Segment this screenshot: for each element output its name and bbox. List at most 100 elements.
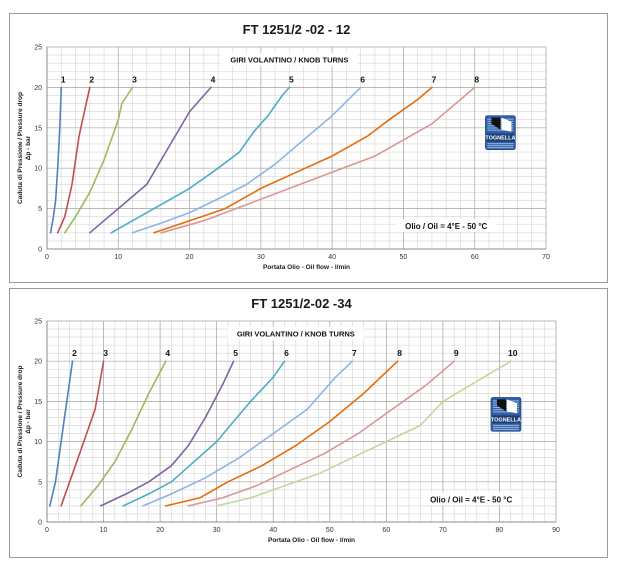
chart-title: FT 1251/2 -02 - 12 [243,22,351,37]
series-line-5 [99,360,235,507]
logo-text: TOGNELLA [485,136,515,142]
x-tick-label: 50 [326,527,334,534]
series-label-5: 5 [289,74,294,84]
y-tick-label: 25 [34,319,42,326]
x-tick-label: 40 [269,527,277,534]
legend-title-background [221,52,358,66]
oil-note: Olio / Oil = 4°E - 50 °C [405,222,487,231]
legend-title: GIRI VOLANTINO / KNOB TURNS [230,56,348,65]
logo-text-band [491,415,520,424]
x-tick-label: 0 [45,527,49,534]
y-tick-label: 25 [34,45,42,52]
series-label-6: 6 [360,74,365,84]
y-tick-label: 0 [38,520,42,527]
logo-stripe [492,424,519,426]
x-tick-label: 10 [100,527,108,534]
x-axis-title: Portata Olio - Oil flow - l/min [268,537,355,544]
x-tick-label: 70 [439,527,447,534]
series-label-4: 4 [165,348,170,358]
y-tick-label: 20 [34,359,42,366]
note-background [396,219,497,233]
series-label-8: 8 [397,348,402,358]
x-tick-label: 90 [552,527,560,534]
series-line-1 [49,86,63,234]
logo-stripe [492,426,519,428]
series-label-1: 1 [61,74,66,84]
series-label-3: 3 [132,74,137,84]
series-label-7: 7 [432,74,437,84]
x-tick-label: 30 [213,527,221,534]
x-tick-label: 10 [114,254,122,261]
series-label-3: 3 [103,348,108,358]
note-box: Olio / Oil = 4°E - 50 °C [396,219,497,233]
series-label-7: 7 [352,348,357,358]
y-axis-title-unit: Δp - bar [25,135,32,160]
series-label-6: 6 [284,348,289,358]
y-axis-title: Caduta di Pressione / Pressure drop [17,92,24,204]
logo-text: TOGNELLA [491,417,521,423]
series-line-10 [215,360,512,507]
series-line-9 [187,360,456,507]
legend-title: GIRI VOLANTINO / KNOB TURNS [237,330,355,339]
chart-title: FT 1251/2-02 -34 [251,296,352,311]
y-tick-label: 5 [38,206,42,213]
x-tick-label: 80 [496,527,504,534]
x-tick-label: 40 [328,254,336,261]
series-label-9: 9 [454,348,459,358]
y-tick-label: 15 [34,125,42,132]
series-line-6 [131,86,362,234]
x-tick-label: 60 [471,254,479,261]
series-line-5 [110,86,291,234]
series-line-7 [153,86,433,234]
logo-mark-left [496,399,506,412]
chart-top: FT 1251/2 -02 - 120 10 20 30 40 50 60 700510152… [17,22,550,271]
plot-area [47,47,546,249]
logo-stripe [487,145,514,147]
chart-bottom: FT 1251/2-02 -34 0 10 20 30 40 50 60 70 80 90 0 5 10 1… [17,296,560,544]
logo-stripe [487,129,514,131]
logo-stripe [492,428,519,430]
oil-note: Olio / Oil = 4°E - 50 °C [430,495,512,504]
logo-mark-right [506,399,517,414]
y-tick-label: 5 [38,479,42,486]
series-label-2: 2 [89,74,94,84]
series-line-6 [122,360,286,507]
chart-panel-bottom: FT 1251/2-02 -34 0 10 20 30 40 50 60 70 80 90 0 5 10 1… [9,288,608,558]
series-label-10: 10 [508,348,518,358]
series-label-2: 2 [72,348,77,358]
y-tick-label: 20 [34,85,42,92]
tognella-logo: TOGNELLA [490,397,522,432]
series-line-4 [80,360,167,507]
series-line-7 [142,360,354,507]
note-box: Olio / Oil = 4°E - 50 °C [421,492,522,506]
series-line-2 [48,360,74,507]
series-line-8 [160,86,476,234]
x-tick-label: 70 [542,254,550,261]
series-label-4: 4 [211,74,216,84]
x-tick-label: 20 [186,254,194,261]
series-label-8: 8 [474,74,479,84]
series-line-4 [89,86,212,234]
logo-mark-left [491,117,501,130]
series-line-3 [60,360,105,507]
x-tick-label: 20 [156,527,164,534]
legend-title-box: GIRI VOLANTINO / KNOB TURNS [227,326,364,340]
logo-text-band [486,133,515,142]
legend-title-background [227,326,364,340]
x-tick-label: 30 [257,254,265,261]
note-background [421,492,522,506]
chart-panel-top: FT 1251/2 -02 - 12 0 10 20 30 40 50 60 70 0 5 10 15 2… [9,13,608,283]
tognella-logo: TOGNELLA [485,115,516,150]
series-label-5: 5 [233,348,238,358]
logo-stripe [492,411,519,413]
x-tick-label: 60 [382,527,390,534]
logo-stripe [487,147,514,149]
x-tick-label: 50 [400,254,408,261]
x-tick-label: 0 [45,254,49,261]
y-axis-title: Caduta di Pressione / Pressure drop [17,365,24,477]
y-tick-label: 15 [34,399,42,406]
y-tick-label: 10 [34,439,42,446]
series-line-3 [63,86,134,234]
logo-stripe [487,143,514,145]
series-line-2 [56,86,91,234]
